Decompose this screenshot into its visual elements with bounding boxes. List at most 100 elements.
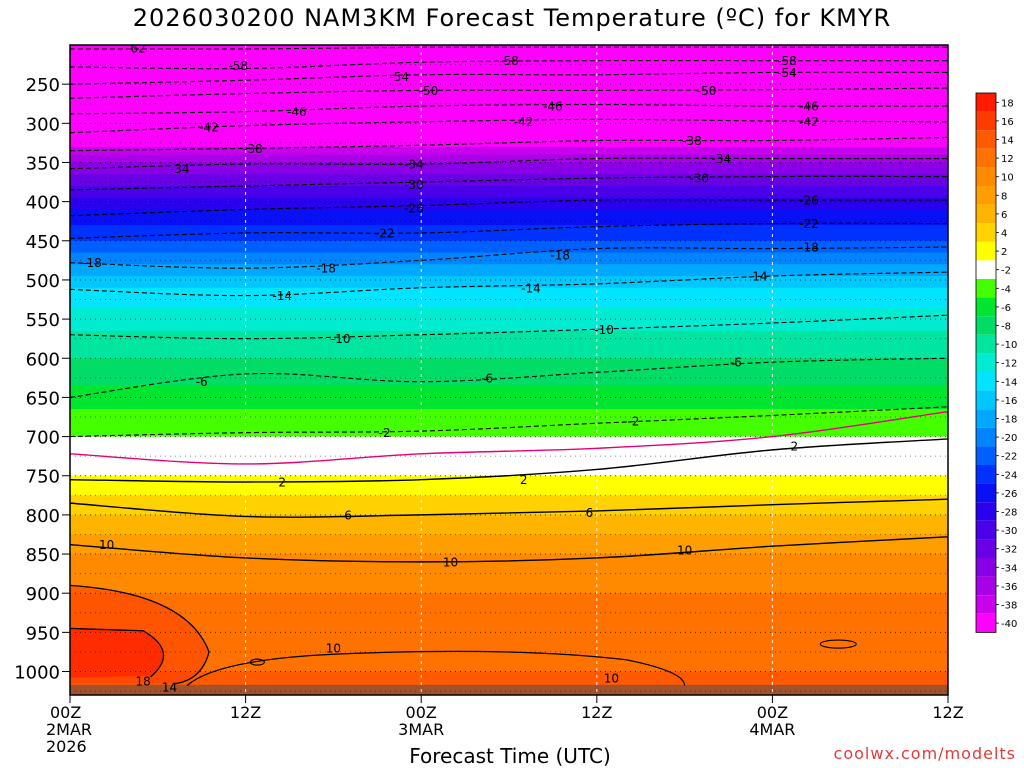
fill-band	[70, 99, 948, 105]
y-tick-label: 300	[26, 114, 60, 135]
fill-band	[70, 479, 948, 485]
contour-label: -38	[682, 134, 702, 148]
fill-band	[70, 679, 948, 684]
fill-band	[70, 256, 948, 261]
fill-band	[70, 315, 948, 320]
contour-label: -34	[404, 158, 424, 172]
y-tick-label: 350	[26, 153, 60, 174]
fill-band	[70, 499, 948, 504]
x-tick-label: 00Z	[757, 703, 788, 722]
fill-band	[70, 377, 948, 383]
colorbar-swatch	[976, 595, 996, 614]
contour-label: 10	[604, 671, 619, 685]
contour-label: 6	[344, 508, 352, 522]
colorbar-label: -28	[1001, 508, 1017, 519]
colorbar-label: 16	[1001, 117, 1014, 128]
x-tick-label: 00Z	[406, 703, 437, 722]
fill-band	[70, 495, 948, 500]
contour--42	[70, 118, 948, 134]
colorbar-label: -16	[1001, 396, 1017, 407]
contour-label: 10	[99, 538, 114, 552]
fill-band	[70, 659, 948, 665]
fill-band	[70, 189, 948, 195]
contour-label: -42	[799, 115, 819, 129]
contour-label: -50	[697, 84, 717, 98]
fill-band	[70, 561, 948, 567]
contour-label: 14	[162, 681, 177, 695]
fill-band	[70, 487, 948, 492]
fill-band	[70, 95, 948, 101]
fill-band	[70, 381, 948, 387]
fill-band	[70, 76, 948, 81]
fill-band	[70, 158, 948, 164]
fill-band	[70, 248, 948, 254]
colorbar-swatch	[976, 241, 996, 261]
contour--34	[70, 157, 948, 170]
colorbar-swatch	[976, 409, 996, 428]
x-tick-label: 2MAR	[46, 720, 92, 739]
fill-band	[70, 45, 948, 50]
colorbar-label: 10	[1001, 173, 1014, 184]
fill-band	[70, 268, 948, 273]
fill-band	[70, 636, 948, 641]
fill-band	[70, 170, 948, 175]
colorbar-swatch	[976, 316, 996, 335]
fill-band	[70, 303, 948, 308]
fill-band	[70, 103, 948, 109]
fill-band	[70, 182, 948, 187]
fill-band	[70, 463, 948, 469]
fill-band	[70, 628, 948, 633]
contour-label: -46	[543, 100, 563, 114]
contour-label: -26	[404, 201, 424, 215]
y-tick-label: 1000	[14, 663, 60, 684]
fill-band	[70, 338, 948, 344]
fill-band	[70, 401, 948, 406]
fill-band	[70, 651, 948, 657]
contour-label: -6	[730, 356, 742, 370]
fill-band	[70, 420, 948, 426]
fill-band	[70, 279, 948, 285]
fill-band	[70, 146, 948, 152]
fill-band	[70, 88, 948, 93]
credit-link[interactable]: coolwx.com/modelts	[833, 744, 1016, 763]
fill-band	[70, 507, 948, 512]
fill-band	[70, 620, 948, 626]
colorbar-label: -40	[1001, 619, 1017, 630]
contour--50	[70, 87, 948, 99]
contour-label: -54	[777, 66, 797, 80]
fill-band	[70, 346, 948, 352]
fill-band	[70, 111, 948, 117]
contour-label: -34	[711, 152, 731, 166]
y-tick-label: 600	[26, 349, 60, 370]
fill-band	[70, 428, 948, 434]
fill-band	[70, 119, 948, 124]
colorbar-label: -22	[1001, 452, 1017, 463]
fill-band	[70, 663, 948, 669]
fill-band	[70, 252, 948, 258]
fill-band	[70, 72, 948, 77]
contour-label: 2	[791, 439, 799, 453]
fill-band	[70, 518, 948, 524]
contour-label: -14	[272, 289, 292, 303]
colorbar-swatch	[976, 576, 996, 596]
colorbar-swatch	[976, 279, 996, 298]
contour-label: -22	[799, 217, 819, 231]
colorbar-label: -14	[1001, 377, 1017, 388]
fill-band	[70, 135, 948, 140]
colorbar-label: -4	[1001, 284, 1011, 295]
plot-area: -62-58 -58 -58-54 -54-50 -50-46 -46 -46-42 -42-…	[70, 45, 948, 695]
fill-band	[70, 131, 948, 136]
colorbar-label: -30	[1001, 526, 1017, 537]
colorbar-label: 4	[1001, 229, 1007, 240]
fill-band	[70, 655, 948, 661]
fill-band	[70, 530, 948, 536]
colorbar-swatch	[976, 260, 996, 279]
fill-band	[70, 236, 948, 242]
temperature-fill	[70, 45, 948, 695]
fill-band	[70, 393, 948, 399]
contour-label: 2	[278, 475, 286, 489]
fill-band	[70, 272, 948, 277]
contour--2	[70, 406, 948, 438]
fill-band	[70, 201, 948, 207]
fill-band	[70, 307, 948, 312]
